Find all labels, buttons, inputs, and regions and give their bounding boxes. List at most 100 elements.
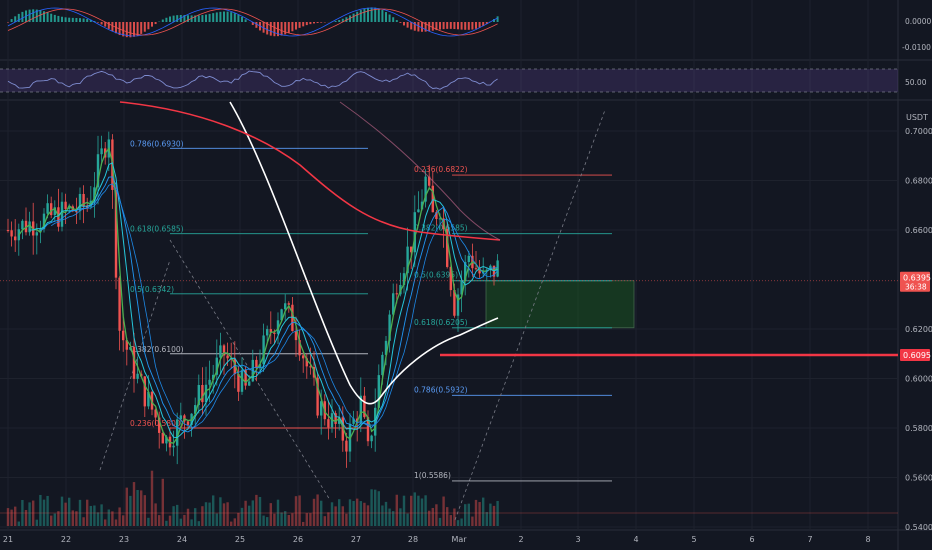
- volume-bar: [68, 497, 71, 526]
- macd-histogram-bar: [97, 22, 99, 23]
- macd-histogram-bar: [104, 22, 107, 27]
- volume-bar: [413, 492, 416, 526]
- volume-bar: [291, 513, 294, 526]
- macd-histogram-bar: [421, 22, 423, 32]
- candle-body: [352, 418, 355, 424]
- volume-bar: [161, 478, 164, 526]
- volume-bar: [356, 498, 359, 526]
- candle-body: [338, 417, 341, 424]
- candle-body: [129, 346, 132, 350]
- candle-body: [435, 212, 438, 220]
- candle-body: [276, 320, 280, 334]
- macd-histogram-bar: [269, 22, 272, 36]
- candle-body: [280, 309, 283, 321]
- candle-body: [266, 329, 269, 336]
- macd-histogram-bar: [413, 22, 416, 31]
- volume-bar: [402, 495, 406, 526]
- rsi-indicator-pane[interactable]: [0, 68, 898, 93]
- volume-bar: [118, 507, 121, 526]
- fibonacci-retracement[interactable]: 0.786(0.6930) 0.618(0.6585) 0.5(0.6342) 0.3…: [99, 109, 612, 521]
- candle-body: [345, 440, 348, 452]
- volume-bar: [381, 505, 384, 526]
- macd-indicator-pane[interactable]: [7, 7, 499, 38]
- candle-body: [237, 373, 240, 392]
- macd-histogram-bar: [244, 19, 247, 22]
- fib-right-label: 1(0.5586): [414, 471, 451, 480]
- volume-bar: [280, 512, 283, 526]
- macd-histogram-bar: [442, 22, 445, 30]
- volume-bar: [456, 520, 460, 526]
- volume-bar: [75, 511, 78, 526]
- candle-body: [24, 220, 28, 233]
- volume-bar: [334, 506, 337, 526]
- countdown-value: 36:38: [905, 283, 927, 292]
- macd-histogram-bar: [453, 22, 456, 30]
- candle-body: [78, 193, 82, 212]
- volume-bar: [309, 513, 312, 526]
- macd-histogram-bar: [255, 22, 258, 28]
- volume-bar: [140, 490, 143, 526]
- volume-bar: [431, 507, 434, 526]
- candle-body: [496, 260, 499, 277]
- candle-body: [388, 314, 391, 341]
- volume-bar: [384, 501, 388, 526]
- volume-bar: [122, 515, 125, 526]
- time-axis[interactable]: 21 22 23 24 25 26 27 28 Mar 2 3 4 5 6 7 8: [3, 535, 871, 544]
- fib-left-label: 0.236(0.5800): [130, 419, 184, 428]
- macd-histogram-bar: [10, 19, 13, 22]
- volume-bar: [410, 495, 413, 526]
- volume-bar: [377, 491, 380, 526]
- price-tick: 0.5800: [905, 424, 932, 433]
- ema-slower-line: [50, 183, 498, 428]
- candle-body: [68, 206, 71, 209]
- volume-bar: [406, 513, 409, 526]
- macd-histogram-bar: [302, 22, 305, 27]
- volume-bar: [57, 511, 60, 526]
- macd-histogram-bar: [201, 15, 204, 22]
- macd-histogram-bar: [431, 22, 434, 31]
- macd-histogram-bar: [309, 22, 312, 25]
- macd-histogram-bar: [475, 22, 477, 29]
- dashed-trendline: [454, 109, 606, 521]
- candle-body: [64, 201, 67, 209]
- volume-bar: [258, 496, 262, 526]
- volume-bar: [269, 503, 272, 526]
- macd-histogram-bar: [241, 16, 243, 22]
- target-zone-rectangle[interactable]: [485, 280, 635, 329]
- candle-body: [320, 401, 323, 416]
- candle-body: [424, 176, 427, 202]
- macd-histogram-bar: [356, 11, 359, 22]
- macd-histogram-bar: [363, 8, 366, 22]
- macd-histogram-bar: [471, 22, 474, 30]
- price-tick: 0.6600: [905, 226, 932, 235]
- macd-histogram-bar: [370, 7, 373, 23]
- volume-bar: [287, 515, 290, 526]
- macd-histogram-bar: [183, 15, 186, 22]
- level-price-value: 0.6095: [903, 351, 931, 360]
- macd-histogram-bar: [345, 17, 348, 22]
- fib-left-label: 0.382(0.6100): [130, 345, 184, 354]
- moving-average-lines: [18, 101, 501, 444]
- horizontal-price-lines[interactable]: [0, 280, 898, 514]
- time-tick: 26: [293, 535, 303, 544]
- volume-bar: [312, 498, 316, 526]
- volume-bar: [186, 508, 190, 526]
- macd-histogram-bar: [154, 22, 157, 25]
- price-axis[interactable]: USDT 0.7000 0.6800 0.6600 0.6200 0.6000 0.5800…: [900, 17, 932, 532]
- macd-histogram-bar: [118, 22, 121, 36]
- macd-histogram-bar: [266, 22, 269, 35]
- candle-body: [244, 370, 247, 386]
- macd-histogram-bar: [215, 12, 218, 22]
- volume-bar: [374, 489, 377, 526]
- candle-body: [262, 335, 265, 365]
- volume-bar: [93, 505, 96, 526]
- price-tick: 0.7000: [905, 127, 932, 136]
- volume-bar: [244, 500, 247, 526]
- macd-histogram-bar: [17, 13, 20, 22]
- candle-body: [316, 377, 319, 416]
- volume-bar: [129, 495, 132, 526]
- candle-body: [125, 340, 128, 350]
- macd-histogram-bar: [172, 15, 175, 22]
- volume-bar: [464, 504, 467, 526]
